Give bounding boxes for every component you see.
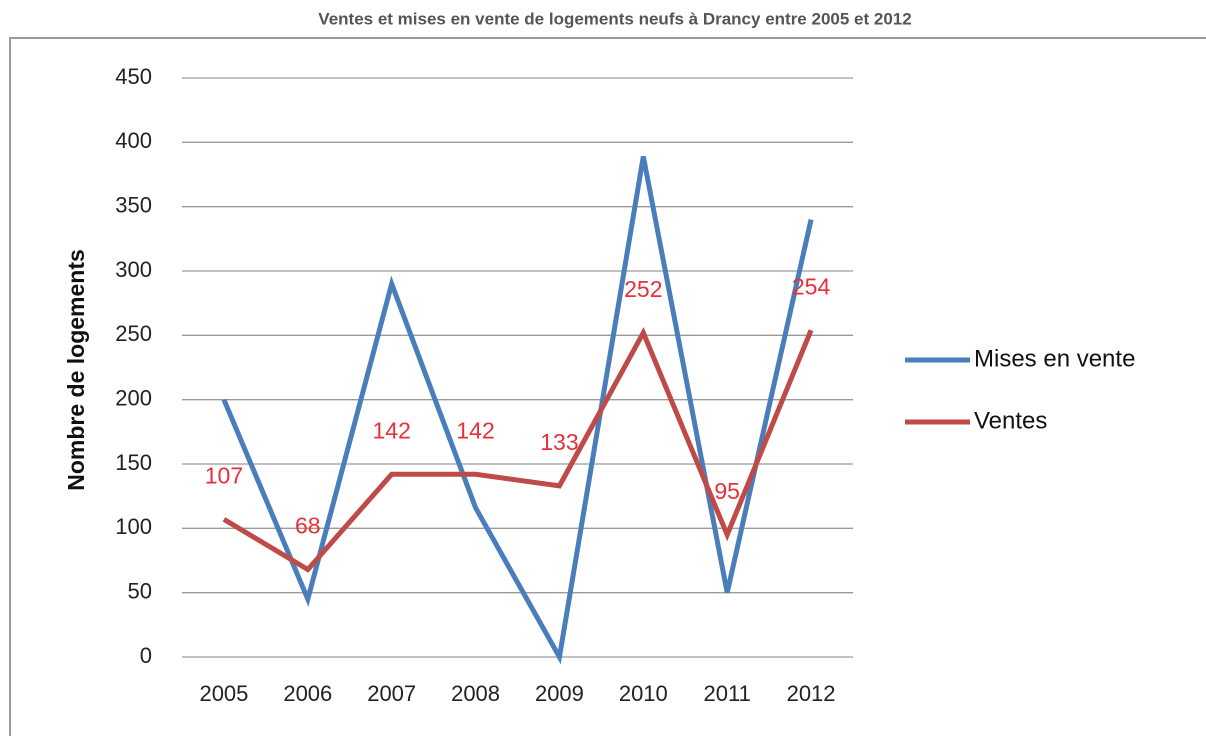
y-tick-label: 50 [128, 578, 152, 603]
x-tick-label: 2008 [451, 681, 500, 706]
data-label: 68 [295, 513, 321, 539]
series-line [222, 326, 814, 573]
legend-label: Ventes [974, 407, 1047, 434]
data-label: 133 [540, 429, 578, 455]
x-tick-label: 2006 [283, 681, 332, 706]
y-tick-label: 150 [115, 450, 152, 475]
legend-label: Mises en vente [974, 345, 1135, 372]
y-tick-label: 250 [115, 321, 152, 346]
y-tick-label: 200 [115, 385, 152, 410]
y-tick-label: 300 [115, 257, 152, 282]
data-label: 142 [456, 417, 494, 443]
y-tick-label: 400 [115, 128, 152, 153]
data-label: 254 [792, 273, 831, 299]
y-tick-label: 0 [140, 643, 152, 668]
series-line [221, 156, 814, 665]
x-tick-label: 2007 [367, 681, 416, 706]
data-label: 252 [624, 276, 662, 302]
y-tick-label: 350 [115, 192, 152, 217]
y-tick-label: 450 [115, 64, 152, 89]
data-label: 107 [205, 462, 243, 488]
y-axis-label: Nombre de logements [63, 249, 89, 491]
chart-title: Ventes et mises en vente de logements ne… [318, 9, 911, 28]
x-tick-label: 2011 [704, 681, 751, 706]
x-tick-label: 2012 [787, 681, 836, 706]
data-label: 95 [714, 478, 740, 504]
x-tick-label: 2005 [199, 681, 248, 706]
y-tick-label: 100 [115, 514, 152, 539]
frame [9, 37, 1206, 736]
data-label: 142 [373, 417, 411, 443]
x-tick-label: 2010 [619, 681, 668, 706]
x-tick-label: 2009 [535, 681, 584, 706]
